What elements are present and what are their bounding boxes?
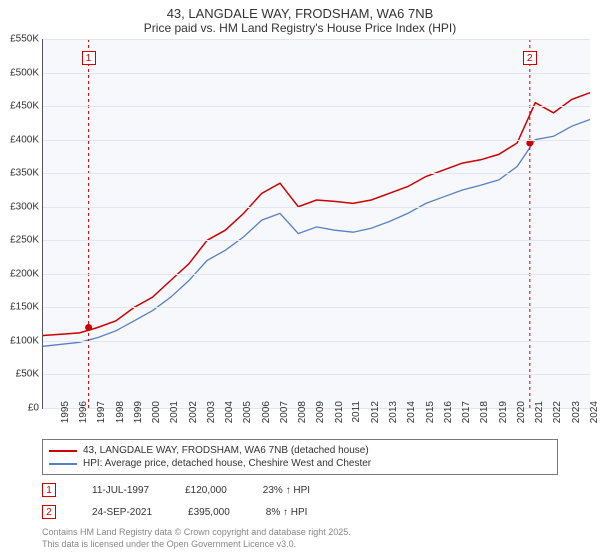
x-axis-label: 1997 xyxy=(96,401,107,423)
footnote: Contains HM Land Registry data © Crown c… xyxy=(42,527,558,550)
legend: 43, LANGDALE WAY, FRODSHAM, WA6 7NB (det… xyxy=(42,439,558,475)
sale-date: 24-SEP-2021 xyxy=(92,507,152,518)
x-axis-label: 2010 xyxy=(333,401,344,423)
x-axis-label: 2000 xyxy=(151,401,162,423)
sale-marker-dot xyxy=(85,324,92,331)
y-axis-label: £400K xyxy=(1,134,39,145)
legend-label: 43, LANGDALE WAY, FRODSHAM, WA6 7NB (det… xyxy=(83,445,369,456)
x-axis-label: 2003 xyxy=(206,401,217,423)
series-line xyxy=(43,120,590,347)
y-axis-label: £350K xyxy=(1,168,39,179)
y-axis-label: £250K xyxy=(1,235,39,246)
legend-swatch xyxy=(49,450,77,452)
sales-table: 1 11-JUL-1997 £120,000 23% ↑ HPI 2 24-SE… xyxy=(42,479,558,523)
x-axis-label: 2011 xyxy=(351,401,362,423)
x-axis-label: 2007 xyxy=(279,401,290,423)
x-axis-label: 2020 xyxy=(516,401,527,423)
x-axis-label: 2001 xyxy=(169,401,180,423)
legend-item-property: 43, LANGDALE WAY, FRODSHAM, WA6 7NB (det… xyxy=(49,444,551,457)
y-axis-label: £100K xyxy=(1,335,39,346)
sale-date: 11-JUL-1997 xyxy=(92,485,149,496)
sale-price: £120,000 xyxy=(185,485,227,496)
page-title: 43, LANGDALE WAY, FRODSHAM, WA6 7NB xyxy=(0,0,600,21)
footnote-line: Contains HM Land Registry data © Crown c… xyxy=(42,527,558,539)
series-line xyxy=(43,93,590,336)
x-axis-label: 2016 xyxy=(443,401,454,423)
sale-marker-badge: 2 xyxy=(523,51,537,65)
x-axis-label: 2012 xyxy=(370,401,381,423)
y-axis-label: £200K xyxy=(1,268,39,279)
x-axis-label: 2021 xyxy=(534,401,545,423)
x-axis-label: 2005 xyxy=(242,401,253,423)
y-axis-label: £0 xyxy=(1,403,39,414)
sale-delta: 23% ↑ HPI xyxy=(263,485,310,496)
x-axis-label: 1998 xyxy=(114,401,125,423)
footnote-line: This data is licensed under the Open Gov… xyxy=(42,539,558,551)
x-axis-label: 2004 xyxy=(224,401,235,423)
x-axis-label: 2023 xyxy=(570,401,581,423)
page-subtitle: Price paid vs. HM Land Registry's House … xyxy=(0,21,600,39)
x-axis-label: 2018 xyxy=(479,401,490,423)
x-axis-label: 2017 xyxy=(461,401,472,423)
x-axis-label: 2019 xyxy=(497,401,508,423)
y-axis-label: £150K xyxy=(1,302,39,313)
x-axis-label: 2014 xyxy=(406,401,417,423)
x-axis-label: 2022 xyxy=(552,401,563,423)
chart-container: 43, LANGDALE WAY, FRODSHAM, WA6 7NB Pric… xyxy=(0,0,600,560)
x-axis-label: 2006 xyxy=(260,401,271,423)
y-axis-label: £550K xyxy=(1,34,39,45)
sale-marker-badge: 1 xyxy=(82,51,96,65)
y-axis-label: £450K xyxy=(1,101,39,112)
sale-price: £395,000 xyxy=(188,507,230,518)
x-axis-label: 2024 xyxy=(589,401,600,423)
legend-item-hpi: HPI: Average price, detached house, Ches… xyxy=(49,457,551,470)
x-axis-label: 2009 xyxy=(315,401,326,423)
sale-badge: 1 xyxy=(42,483,56,497)
legend-label: HPI: Average price, detached house, Ches… xyxy=(83,458,371,469)
x-axis-label: 1995 xyxy=(60,401,71,423)
x-axis-label: 2013 xyxy=(388,401,399,423)
legend-swatch xyxy=(49,463,77,465)
sale-delta: 8% ↑ HPI xyxy=(266,507,308,518)
y-axis-label: £50K xyxy=(1,369,39,380)
x-axis-label: 1999 xyxy=(133,401,144,423)
x-axis-label: 1996 xyxy=(78,401,89,423)
sale-row: 2 24-SEP-2021 £395,000 8% ↑ HPI xyxy=(42,501,558,523)
x-axis-label: 2015 xyxy=(424,401,435,423)
y-axis-label: £500K xyxy=(1,67,39,78)
y-axis-label: £300K xyxy=(1,201,39,212)
x-axis-label: 2002 xyxy=(187,401,198,423)
sale-badge: 2 xyxy=(42,505,56,519)
plot-svg xyxy=(43,39,590,408)
x-axis-label: 2008 xyxy=(297,401,308,423)
sale-row: 1 11-JUL-1997 £120,000 23% ↑ HPI xyxy=(42,479,558,501)
price-chart: £0£50K£100K£150K£200K£250K£300K£350K£400… xyxy=(42,39,590,409)
